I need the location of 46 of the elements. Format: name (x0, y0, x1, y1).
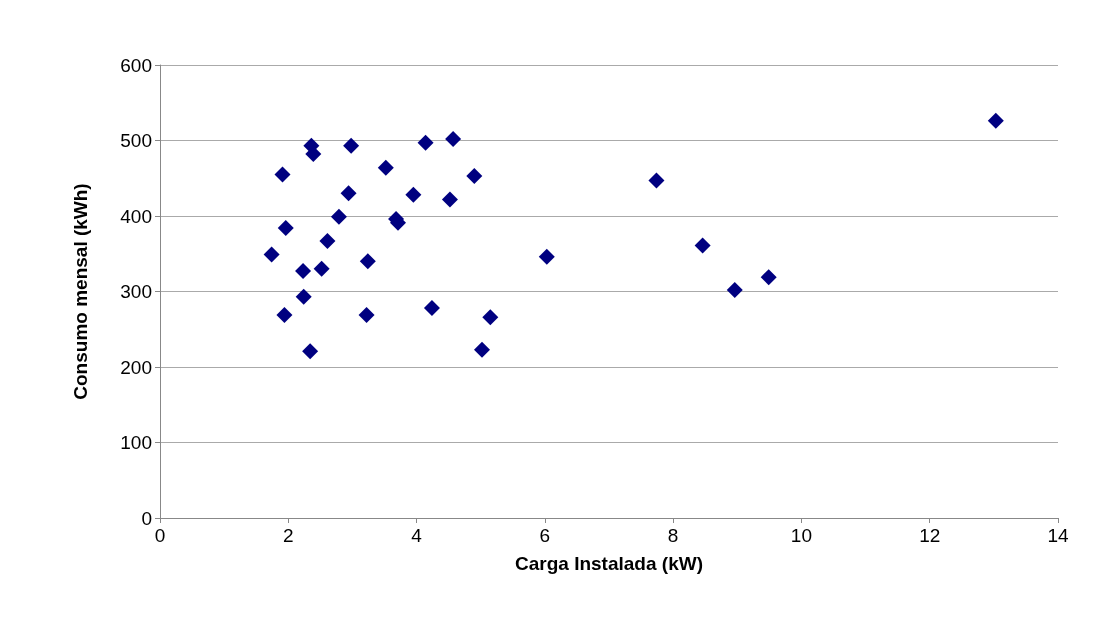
point (343, 137, 360, 154)
point (466, 167, 483, 184)
point (276, 306, 293, 323)
x-tick-label: 6 (539, 525, 551, 546)
point (319, 232, 336, 249)
point (417, 134, 434, 151)
y-tick-label: 0 (141, 507, 152, 529)
point (340, 185, 357, 202)
point (277, 220, 294, 237)
point (330, 208, 347, 225)
y-tick-label: 600 (120, 54, 152, 76)
point (377, 159, 394, 176)
y-tick-label: 500 (120, 130, 152, 151)
y-tick-label: 100 (120, 432, 152, 453)
point (274, 166, 291, 183)
point (694, 237, 711, 254)
point (726, 281, 743, 298)
point (359, 253, 376, 270)
point (445, 130, 462, 147)
x-tick-label: 4 (411, 525, 423, 546)
x-tick-label: 2 (283, 525, 294, 546)
x-tick-label: 10 (790, 525, 812, 546)
point (295, 263, 312, 280)
y-tick-label: 200 (120, 356, 152, 378)
y-tick-label: 400 (120, 205, 152, 227)
point (263, 246, 280, 263)
x-tick-label: 12 (919, 525, 941, 546)
y-tick-label: 300 (120, 281, 152, 302)
point (423, 300, 440, 317)
point (405, 186, 422, 203)
x-tick-label: 0 (154, 525, 166, 546)
y-axis-title: Consumo mensal (kWh) (70, 183, 91, 400)
point (538, 248, 555, 265)
point (295, 288, 312, 305)
x-tick-label: 14 (1047, 525, 1069, 546)
point (760, 269, 777, 286)
x-tick-label: 8 (667, 525, 679, 546)
point (313, 260, 330, 277)
point (474, 341, 490, 358)
point (987, 112, 1004, 129)
x-axis-title: Carga Instalada (kW) (515, 553, 703, 574)
point (358, 306, 375, 323)
point (482, 309, 499, 326)
point (302, 343, 319, 360)
point (648, 172, 665, 189)
point (441, 191, 458, 208)
